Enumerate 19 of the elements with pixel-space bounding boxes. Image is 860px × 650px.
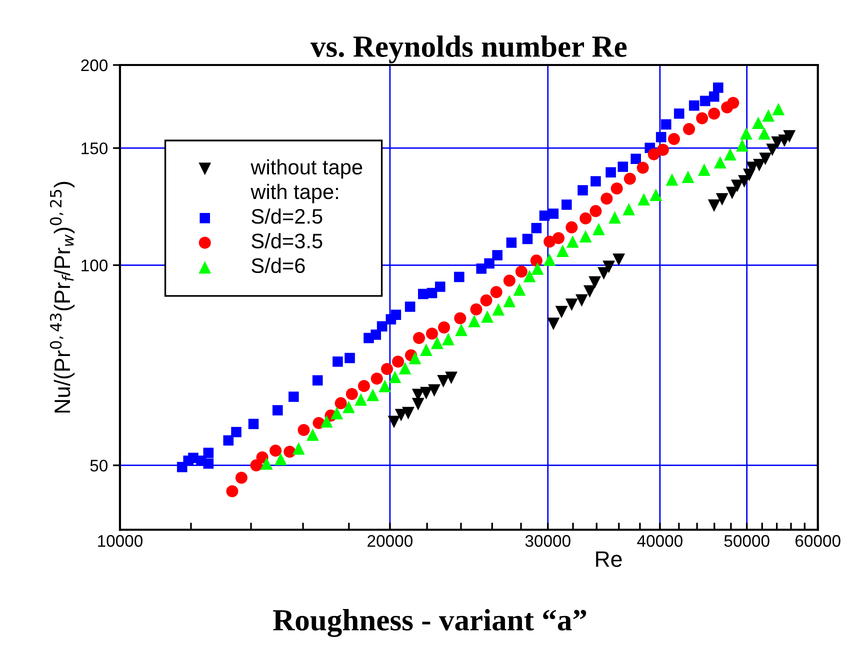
- x-tick-label: 10000: [98, 535, 142, 547]
- legend-label: S/d=2.5: [252, 208, 322, 224]
- text: Nu/(Pr$^{0,43}$(Pr$_{f}$/Pr$_{w}$)$^{0,25}$): [50, 182, 75, 413]
- annotation: with tape:: [250, 184, 338, 204]
- x-tick-label: 20000: [368, 535, 412, 547]
- y-tick-label: 100: [82, 260, 108, 272]
- x-tick-label: 40000: [637, 535, 682, 547]
- legend-label: without tape: [250, 159, 362, 179]
- y-tick-label: 50: [90, 460, 108, 472]
- x-axis-title: Re: [596, 551, 622, 567]
- y-tick-label: 150: [82, 142, 108, 154]
- x-tick-label: 30000: [525, 535, 570, 547]
- x-tick-label: 50000: [724, 535, 770, 547]
- y-tick-label: 200: [81, 59, 108, 72]
- text: Roughness - variant “a”: [273, 609, 586, 637]
- x-tick-label: 60000: [796, 535, 840, 547]
- chart-title: vs. Reynolds number Re: [310, 35, 627, 64]
- legend-label: S/d=6: [252, 258, 305, 274]
- legend-label: S/d=3.5: [252, 233, 322, 248]
